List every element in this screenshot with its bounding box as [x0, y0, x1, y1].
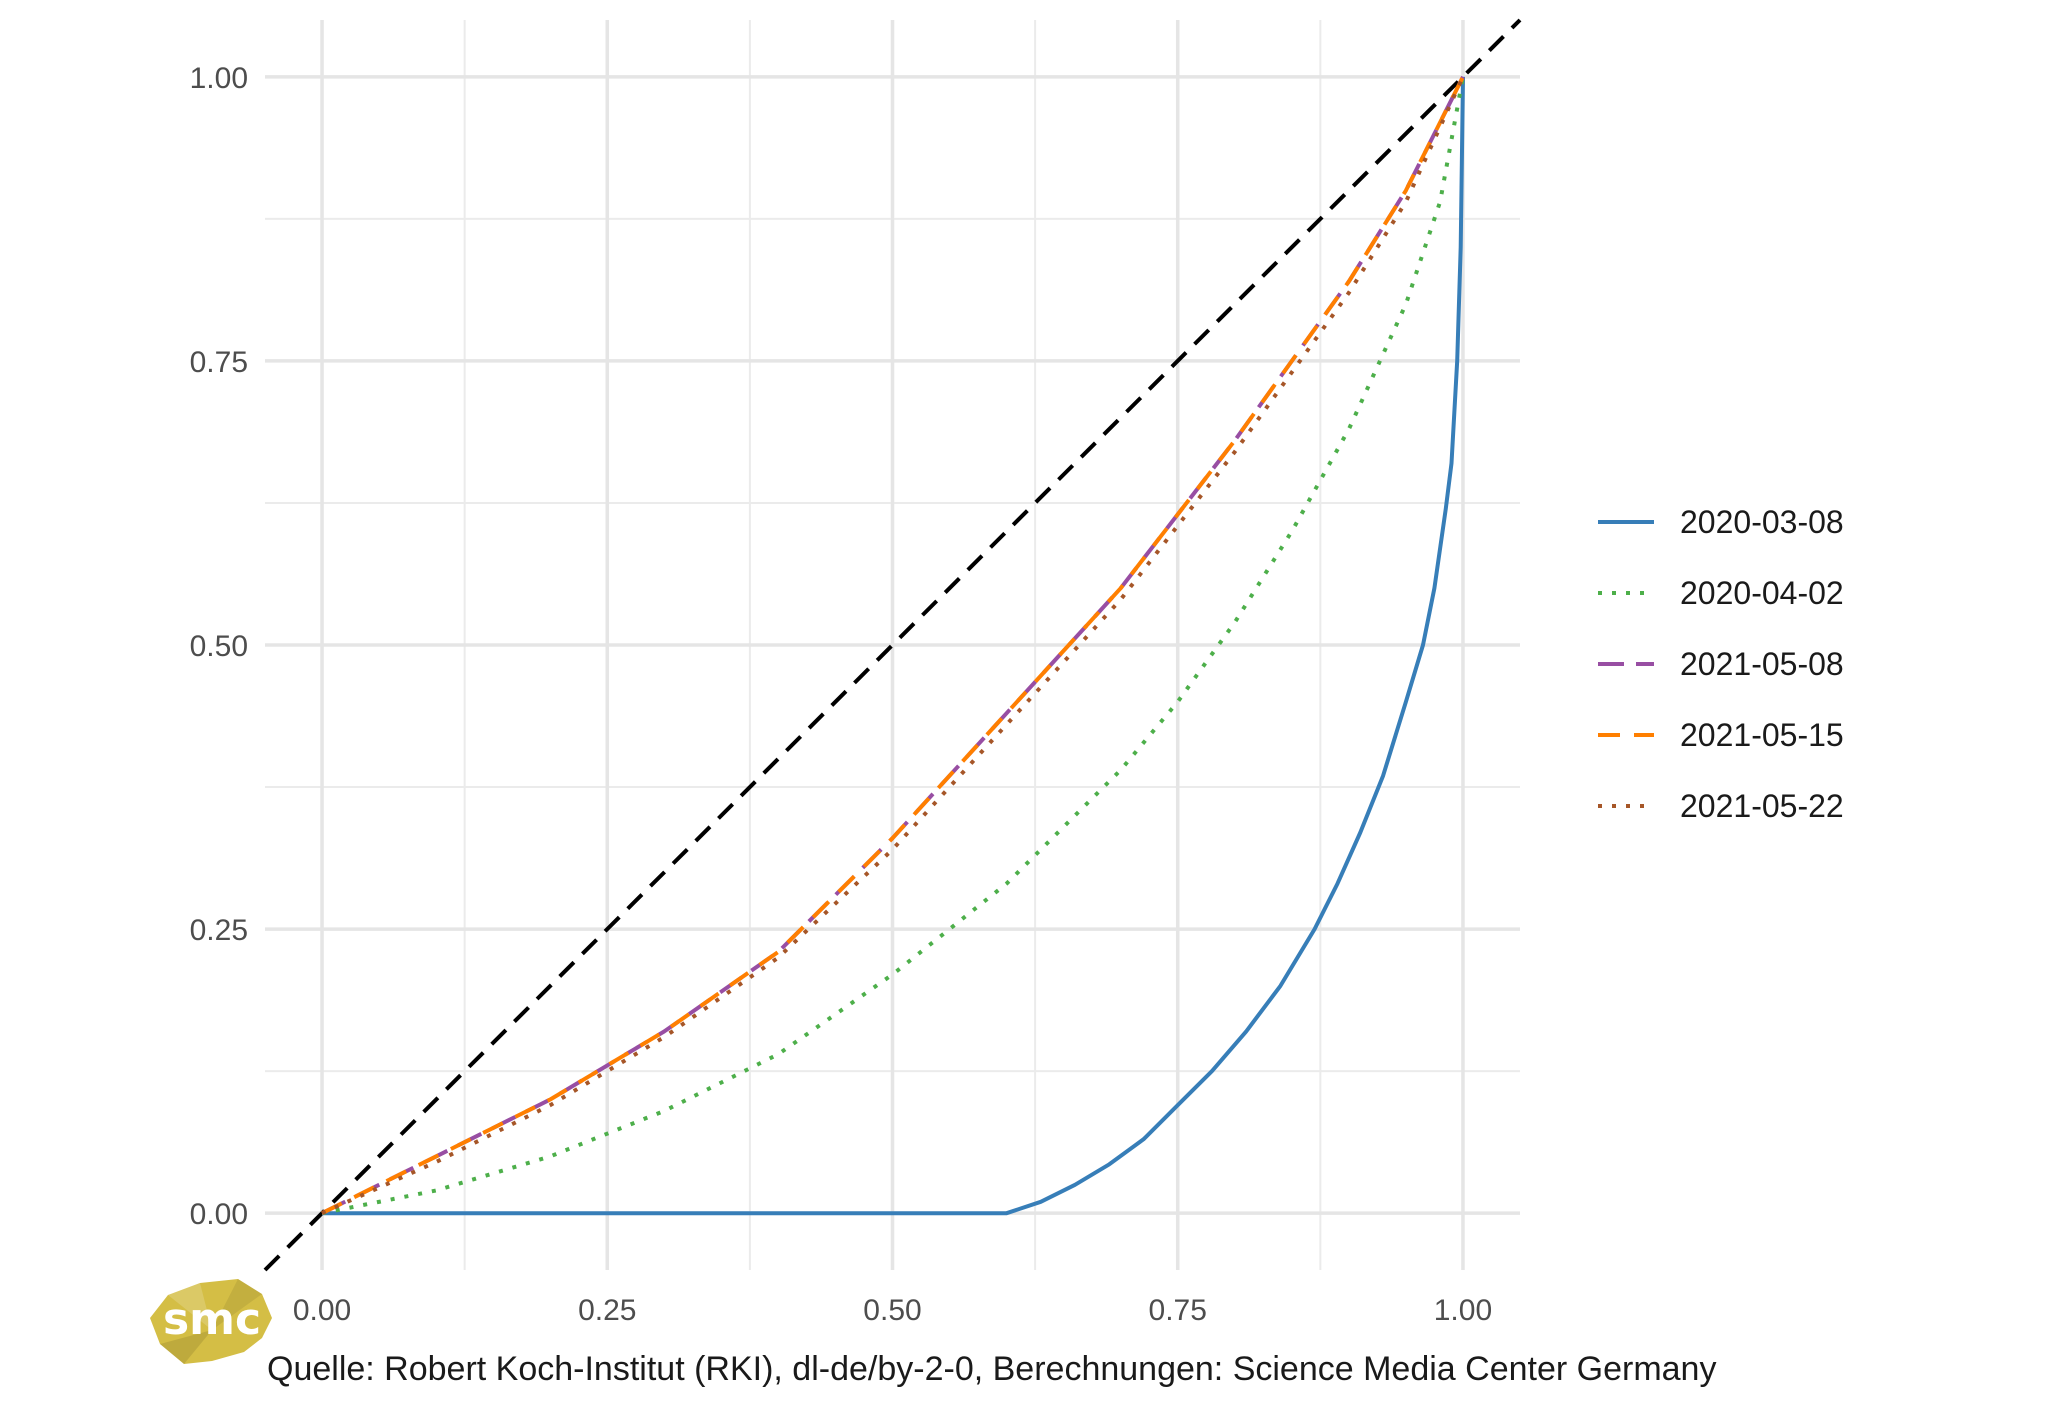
smc-logo-text: smc [163, 1294, 261, 1345]
smc-logo-facet [168, 1283, 212, 1330]
legend-label: 2020-03-08 [1680, 504, 1844, 540]
smc-logo-shape [150, 1279, 272, 1364]
smc-logo-facet [160, 1330, 212, 1364]
x-tick-label: 1.00 [1434, 1294, 1492, 1327]
grid [265, 20, 1520, 1270]
smc-logo-facet [212, 1279, 262, 1330]
y-tick-label: 0.00 [190, 1198, 248, 1231]
legend-label: 2021-05-22 [1680, 788, 1844, 824]
series-layer [321, 75, 1465, 1216]
y-tick-label: 0.75 [190, 346, 248, 379]
y-tick-label: 0.50 [190, 630, 248, 663]
y-tick-label: 1.00 [190, 62, 248, 95]
y-tick-label: 0.25 [190, 914, 248, 947]
smc-logo: smc [150, 1279, 272, 1364]
x-tick-label: 0.75 [1149, 1294, 1207, 1327]
series-line-2020-03-08 [322, 76, 1465, 1216]
reference-diagonal-line [263, 18, 1522, 1272]
x-tick-label: 0.00 [293, 1294, 351, 1327]
x-tick-label: 0.25 [578, 1294, 636, 1327]
x-axis-ticks: 0.00 0.25 0.50 0.75 1.00 [293, 1294, 1492, 1327]
legend-label: 2020-04-02 [1680, 575, 1844, 611]
reference-diagonal-layer [263, 18, 1522, 1272]
legend: 2020-03-08 2020-04-02 2021-05-08 2021-05-15… [1598, 504, 1844, 824]
legend-label: 2021-05-08 [1680, 646, 1844, 682]
caption: Quelle: Robert Koch-Institut (RKI), dl-d… [267, 1350, 1716, 1388]
x-tick-label: 0.50 [863, 1294, 921, 1327]
series-line-2021-05-15 [321, 75, 1465, 1215]
legend-label: 2021-05-15 [1680, 717, 1844, 753]
y-axis-ticks: 0.00 0.25 0.50 0.75 1.00 [190, 62, 248, 1231]
